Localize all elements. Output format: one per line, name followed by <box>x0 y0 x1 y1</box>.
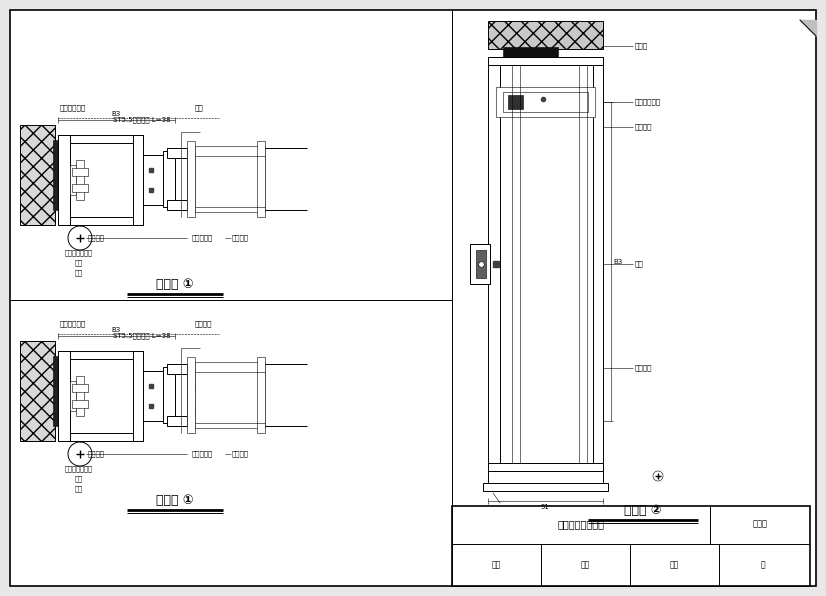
Text: 防火膨胀密封条: 防火膨胀密封条 <box>65 465 93 472</box>
Bar <box>133 351 143 441</box>
Bar <box>167 364 187 374</box>
Bar <box>20 125 55 225</box>
Circle shape <box>68 442 92 466</box>
Bar <box>175 148 187 210</box>
Bar <box>58 135 143 143</box>
Text: ST5.5沉头螺钉 L=38: ST5.5沉头螺钉 L=38 <box>113 117 171 123</box>
Bar <box>257 141 265 217</box>
Bar <box>58 351 70 441</box>
Bar <box>500 65 593 463</box>
Bar <box>488 471 603 486</box>
Bar <box>187 141 195 217</box>
Bar <box>488 57 500 471</box>
Bar <box>167 416 187 426</box>
Text: 页: 页 <box>761 560 766 570</box>
Bar <box>72 384 88 392</box>
Bar <box>488 21 603 49</box>
Text: B3: B3 <box>112 111 121 117</box>
Bar <box>20 341 55 441</box>
Text: 合页: 合页 <box>75 260 83 266</box>
Text: 审核: 审核 <box>491 560 501 570</box>
Bar <box>257 357 265 433</box>
Text: 扎件: 扎件 <box>195 105 204 111</box>
Circle shape <box>68 226 92 250</box>
Bar <box>143 371 173 421</box>
Text: 节点图 ①: 节点图 ① <box>156 278 194 291</box>
Text: 防火密封胶: 防火密封胶 <box>192 451 213 457</box>
Bar <box>58 217 143 225</box>
Text: 耐火密封胶条: 耐火密封胶条 <box>60 105 86 111</box>
Bar <box>488 57 603 65</box>
Text: 门山上框: 门山上框 <box>635 124 653 131</box>
Bar <box>195 362 265 428</box>
Text: 耐火密封胶条: 耐火密封胶条 <box>635 99 662 105</box>
Bar <box>58 135 70 225</box>
Bar <box>476 250 486 278</box>
Bar <box>470 244 490 284</box>
Bar <box>503 92 588 112</box>
Text: 节点图 ②: 节点图 ② <box>624 504 662 517</box>
Bar <box>167 200 187 210</box>
Bar <box>187 404 205 416</box>
Bar <box>593 57 603 471</box>
Text: 合页: 合页 <box>75 476 83 482</box>
Bar <box>53 140 58 210</box>
Bar <box>76 376 84 416</box>
Bar <box>167 148 187 158</box>
Text: B3: B3 <box>613 259 622 265</box>
Text: 门端密封: 门端密封 <box>88 235 105 241</box>
Bar <box>143 155 173 205</box>
Text: B3: B3 <box>112 327 121 333</box>
Text: 门端密封: 门端密封 <box>88 451 105 457</box>
Bar <box>483 483 608 491</box>
Text: 校对: 校对 <box>581 560 590 570</box>
Text: 扎件: 扎件 <box>635 260 643 267</box>
Text: ST5.5沉头螺钉 L=38: ST5.5沉头螺钉 L=38 <box>113 333 171 339</box>
Bar <box>58 351 143 359</box>
Bar <box>163 367 175 423</box>
Text: 设计: 设计 <box>669 560 679 570</box>
Bar <box>133 135 143 225</box>
Text: 防火玻璃: 防火玻璃 <box>232 235 249 241</box>
Bar <box>187 379 205 391</box>
Bar <box>58 433 143 441</box>
Bar <box>195 146 265 212</box>
Text: 备查扎件: 备查扎件 <box>195 321 212 327</box>
Text: 耐火密封胶条: 耐火密封胶条 <box>60 321 86 327</box>
Bar <box>187 357 195 433</box>
Bar <box>72 168 88 176</box>
Bar <box>163 151 175 207</box>
Text: 51: 51 <box>540 504 549 510</box>
Bar <box>70 165 76 195</box>
Bar <box>452 506 810 586</box>
Bar <box>53 356 58 426</box>
Text: 防火玻璃: 防火玻璃 <box>232 451 249 457</box>
Polygon shape <box>800 20 816 36</box>
Text: 门边框: 门边框 <box>635 43 648 49</box>
Text: 门框: 门框 <box>75 486 83 492</box>
Bar <box>175 364 187 426</box>
Text: 防火膨胀密封条: 防火膨胀密封条 <box>65 250 93 256</box>
Bar <box>488 463 603 471</box>
Bar <box>72 184 88 192</box>
Circle shape <box>653 471 663 481</box>
Bar <box>72 400 88 408</box>
Bar <box>76 160 84 200</box>
Bar <box>503 47 558 57</box>
Text: 图集号: 图集号 <box>752 520 767 529</box>
Bar <box>508 95 523 109</box>
Text: 节点图 ①: 节点图 ① <box>156 495 194 508</box>
Bar <box>496 87 595 117</box>
Text: 与主体连接节点图: 与主体连接节点图 <box>558 519 605 529</box>
Text: 防火密封胶: 防火密封胶 <box>192 235 213 241</box>
Text: 防火玻璃: 防火玻璃 <box>635 365 653 371</box>
Bar <box>70 381 76 411</box>
Text: 门框: 门框 <box>75 270 83 277</box>
